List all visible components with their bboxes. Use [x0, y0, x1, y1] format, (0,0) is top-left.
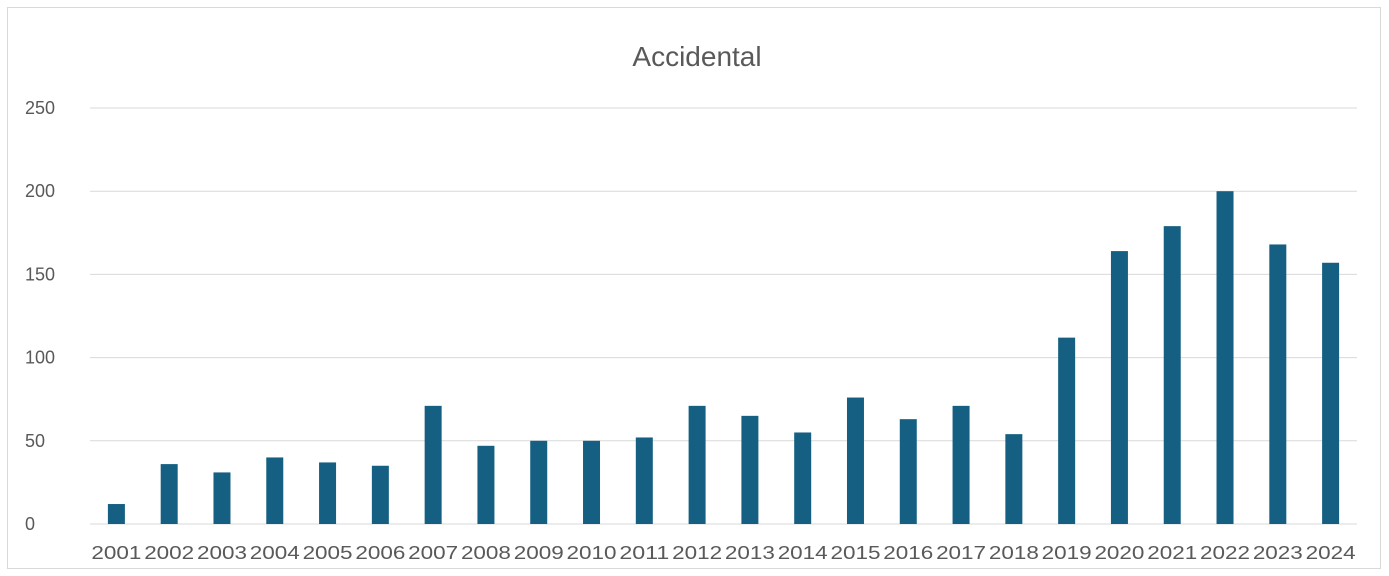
- bar-2006: [371, 465, 389, 524]
- x-tick-label: 2023: [1253, 543, 1303, 563]
- bar-2024: [1322, 262, 1340, 524]
- bar-2021: [1163, 226, 1181, 525]
- bar-2018: [1005, 434, 1023, 524]
- bar-2020: [1110, 251, 1128, 524]
- x-tick-label: 2003: [197, 543, 247, 563]
- y-tick-label: 250: [25, 98, 55, 118]
- bar-2002: [160, 464, 178, 524]
- bar-2015: [846, 397, 864, 524]
- bar-2005: [319, 462, 337, 524]
- x-tick-label: 2007: [408, 543, 458, 563]
- x-tick-label: 2019: [1042, 543, 1092, 563]
- x-tick-label: 2013: [725, 543, 775, 563]
- x-tick-label: 2004: [250, 543, 300, 563]
- bar-2003: [213, 472, 231, 524]
- bar-2019: [1058, 337, 1076, 524]
- x-tick-label: 2008: [461, 543, 511, 563]
- x-tick-label: 2024: [1306, 543, 1356, 563]
- x-tick-label: 2015: [830, 543, 880, 563]
- x-tick-label: 2011: [619, 543, 669, 563]
- x-tick-label: 2020: [1094, 543, 1144, 563]
- x-tick-label: 2002: [144, 543, 194, 563]
- bars: [107, 191, 1340, 525]
- x-tick-label: 2006: [355, 543, 405, 563]
- bar-2008: [477, 445, 495, 524]
- bar-2013: [741, 415, 759, 524]
- x-tick-label: 2022: [1200, 543, 1250, 563]
- bar-2001: [107, 504, 125, 524]
- bar-2014: [794, 432, 812, 524]
- x-tick-label: 2014: [778, 543, 828, 563]
- bar-2007: [424, 405, 442, 524]
- y-tick-label: 100: [25, 348, 55, 368]
- bar-2011: [635, 437, 653, 524]
- x-tick-label: 2010: [567, 543, 617, 563]
- bar-2010: [583, 440, 601, 524]
- x-tick-label: 2016: [883, 543, 933, 563]
- bar-2009: [530, 440, 548, 524]
- y-tick-label: 150: [25, 264, 55, 284]
- x-tick-label: 2001: [91, 543, 141, 563]
- bar-2004: [266, 457, 284, 524]
- y-tick-label: 0: [25, 514, 35, 534]
- bar-2012: [688, 405, 706, 524]
- x-tick-label: 2017: [936, 543, 986, 563]
- bar-2017: [952, 405, 970, 524]
- gridlines: [90, 107, 1357, 525]
- chart-title: Accidental: [632, 41, 761, 72]
- bar-2023: [1269, 244, 1287, 524]
- y-axis-ticks: 0 50 100 150 200 250: [25, 98, 55, 534]
- x-tick-label: 2018: [989, 543, 1039, 563]
- x-tick-label: 2009: [514, 543, 564, 563]
- y-tick-label: 200: [25, 181, 55, 201]
- x-tick-label: 2005: [303, 543, 353, 563]
- x-tick-label: 2021: [1147, 543, 1197, 563]
- y-tick-label: 50: [25, 431, 45, 451]
- bar-2022: [1216, 191, 1234, 524]
- x-tick-label: 2012: [672, 543, 722, 563]
- bar-2016: [899, 419, 917, 524]
- x-axis-ticks: 2001 2002 2003 2004 2005 2006 2007 2008 2009 2010…: [91, 543, 1355, 563]
